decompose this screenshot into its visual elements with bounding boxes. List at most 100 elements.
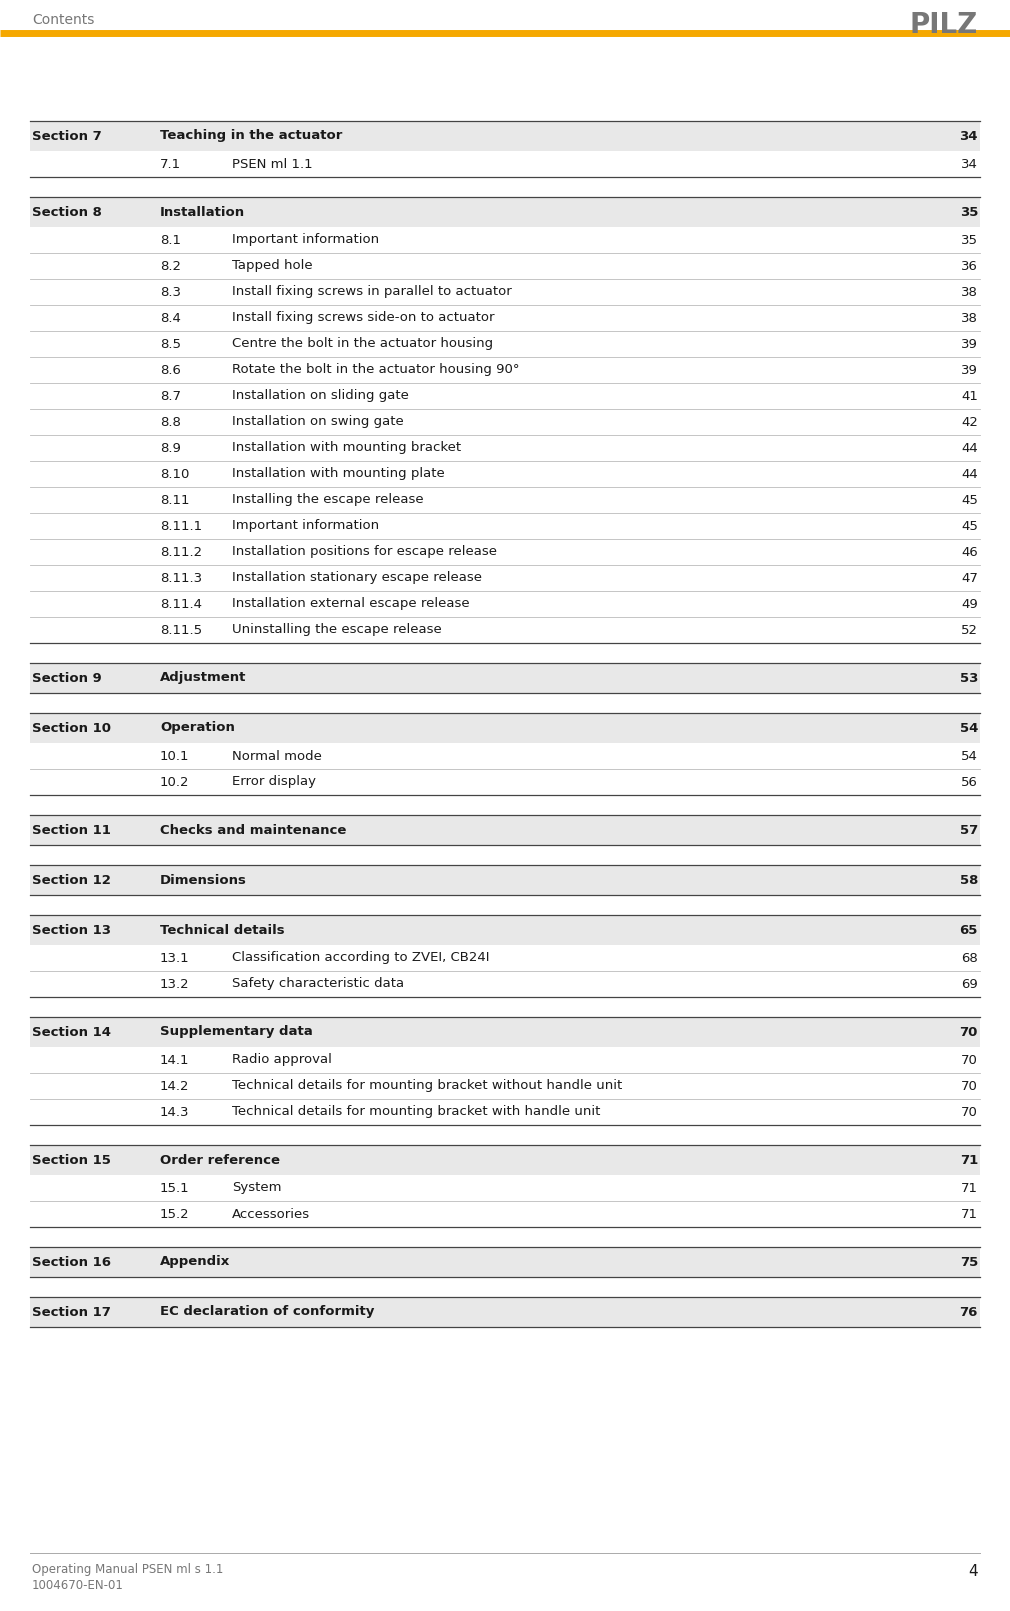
Text: Order reference: Order reference [160, 1153, 280, 1166]
Text: Section 13: Section 13 [32, 923, 111, 936]
Text: 38: 38 [962, 285, 978, 298]
Text: Contents: Contents [32, 13, 94, 27]
Text: 4: 4 [969, 1564, 978, 1579]
Text: 56: 56 [962, 775, 978, 788]
Text: 58: 58 [960, 873, 978, 886]
Text: 1004670-EN-01: 1004670-EN-01 [32, 1579, 124, 1592]
Text: Centre the bolt in the actuator housing: Centre the bolt in the actuator housing [232, 337, 493, 351]
Text: 10.1: 10.1 [160, 749, 190, 762]
Text: 44: 44 [962, 441, 978, 454]
Text: Technical details for mounting bracket with handle unit: Technical details for mounting bracket w… [232, 1105, 600, 1118]
Text: Section 16: Section 16 [32, 1255, 111, 1268]
Text: 14.3: 14.3 [160, 1105, 190, 1118]
Text: 13.1: 13.1 [160, 952, 190, 965]
Text: 70: 70 [960, 1026, 978, 1039]
Bar [30, 121, 980, 151]
Text: 39: 39 [962, 364, 978, 377]
Text: 8.11.3: 8.11.3 [160, 572, 202, 585]
Text: 8.1: 8.1 [160, 234, 181, 246]
Text: Important information: Important information [232, 234, 379, 246]
Text: 68: 68 [962, 952, 978, 965]
Text: 8.10: 8.10 [160, 467, 190, 480]
Text: Section 10: Section 10 [32, 722, 111, 735]
Text: 57: 57 [960, 823, 978, 836]
Text: 7.1: 7.1 [160, 158, 181, 171]
Text: Operation: Operation [160, 722, 235, 735]
Text: Safety characteristic data: Safety characteristic data [232, 978, 404, 991]
Text: Installation stationary escape release: Installation stationary escape release [232, 572, 482, 585]
Text: 15.2: 15.2 [160, 1208, 190, 1221]
Text: Important information: Important information [232, 519, 379, 533]
Text: 44: 44 [962, 467, 978, 480]
Text: Installation on swing gate: Installation on swing gate [232, 416, 404, 429]
Text: Section 8: Section 8 [32, 206, 102, 219]
Text: Installation: Installation [160, 206, 245, 219]
Text: 71: 71 [961, 1208, 978, 1221]
Text: 8.11.5: 8.11.5 [160, 623, 202, 636]
Text: 71: 71 [960, 1153, 978, 1166]
Text: 38: 38 [962, 311, 978, 324]
Text: 8.4: 8.4 [160, 311, 181, 324]
Text: Normal mode: Normal mode [232, 749, 322, 762]
Text: Technical details for mounting bracket without handle unit: Technical details for mounting bracket w… [232, 1079, 622, 1092]
Bar [30, 714, 980, 743]
Text: 71: 71 [961, 1181, 978, 1194]
Text: Section 15: Section 15 [32, 1153, 111, 1166]
Text: Section 7: Section 7 [32, 129, 102, 142]
Bar [30, 915, 980, 946]
Text: 8.8: 8.8 [160, 416, 181, 429]
Bar [30, 1247, 980, 1278]
Text: 46: 46 [962, 546, 978, 559]
Text: 8.3: 8.3 [160, 285, 181, 298]
Text: 49: 49 [962, 598, 978, 611]
Text: 8.2: 8.2 [160, 259, 181, 272]
Text: 41: 41 [962, 390, 978, 403]
Text: Installation on sliding gate: Installation on sliding gate [232, 390, 409, 403]
Bar [30, 815, 980, 846]
Text: Adjustment: Adjustment [160, 672, 246, 685]
Text: Section 17: Section 17 [32, 1305, 111, 1318]
Bar [30, 1017, 980, 1047]
Text: 8.7: 8.7 [160, 390, 181, 403]
Text: 8.9: 8.9 [160, 441, 181, 454]
Text: 14.1: 14.1 [160, 1054, 190, 1066]
Text: Teaching in the actuator: Teaching in the actuator [160, 129, 342, 142]
Text: Tapped hole: Tapped hole [232, 259, 313, 272]
Text: Error display: Error display [232, 775, 316, 788]
Text: PSEN ml 1.1: PSEN ml 1.1 [232, 158, 313, 171]
Text: Install fixing screws in parallel to actuator: Install fixing screws in parallel to act… [232, 285, 512, 298]
Bar [30, 664, 980, 693]
Text: 45: 45 [962, 493, 978, 506]
Text: Section 9: Section 9 [32, 672, 102, 685]
Text: 35: 35 [960, 206, 978, 219]
Bar [30, 1297, 980, 1327]
Text: Radio approval: Radio approval [232, 1054, 332, 1066]
Text: EC declaration of conformity: EC declaration of conformity [160, 1305, 375, 1318]
Text: Installation with mounting bracket: Installation with mounting bracket [232, 441, 462, 454]
Text: Checks and maintenance: Checks and maintenance [160, 823, 346, 836]
Text: 70: 70 [962, 1054, 978, 1066]
Text: Installation external escape release: Installation external escape release [232, 598, 470, 611]
Text: 42: 42 [962, 416, 978, 429]
Text: 8.11: 8.11 [160, 493, 190, 506]
Text: System: System [232, 1181, 282, 1194]
Text: Section 11: Section 11 [32, 823, 111, 836]
Text: Technical details: Technical details [160, 923, 285, 936]
Text: 76: 76 [960, 1305, 978, 1318]
Text: Uninstalling the escape release: Uninstalling the escape release [232, 623, 441, 636]
Text: Dimensions: Dimensions [160, 873, 246, 886]
Text: Installing the escape release: Installing the escape release [232, 493, 423, 506]
Text: 34: 34 [960, 129, 978, 142]
Text: Classification according to ZVEI, CB24I: Classification according to ZVEI, CB24I [232, 952, 490, 965]
Text: 53: 53 [960, 672, 978, 685]
Text: Appendix: Appendix [160, 1255, 230, 1268]
Text: Rotate the bolt in the actuator housing 90°: Rotate the bolt in the actuator housing … [232, 364, 519, 377]
Text: 15.1: 15.1 [160, 1181, 190, 1194]
Text: 52: 52 [961, 623, 978, 636]
Text: Section 14: Section 14 [32, 1026, 111, 1039]
Text: 8.11.2: 8.11.2 [160, 546, 202, 559]
Text: Installation positions for escape release: Installation positions for escape releas… [232, 546, 497, 559]
Text: 65: 65 [960, 923, 978, 936]
Text: 45: 45 [962, 519, 978, 533]
Text: 8.11.4: 8.11.4 [160, 598, 202, 611]
